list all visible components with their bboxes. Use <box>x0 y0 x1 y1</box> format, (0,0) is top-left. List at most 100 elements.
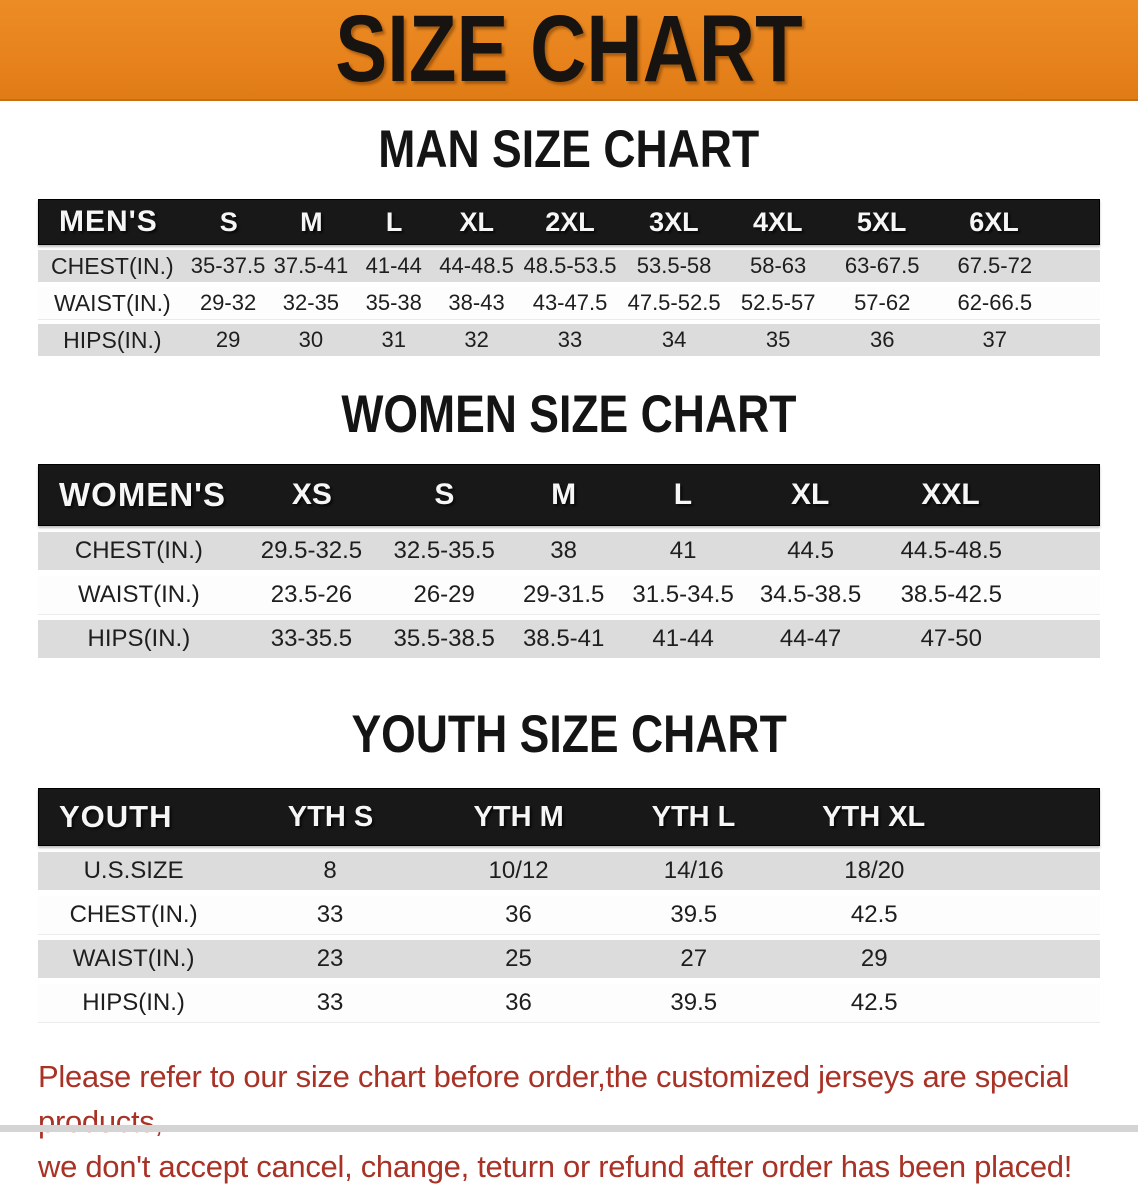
size-value-cell: 44-47 <box>779 625 842 652</box>
size-value-cell: 53.5-58 <box>636 253 712 278</box>
size-value-cell: 18/20 <box>844 857 905 884</box>
size-value-cell: 26-29 <box>413 581 475 608</box>
size-value-cell: 43-47.5 <box>532 290 608 315</box>
row-label: HIPS(IN.) <box>82 989 185 1016</box>
size-value-cell: 10/12 <box>488 857 549 884</box>
size-value-cell: 38 <box>550 537 577 564</box>
table-corner-label: YOUTH <box>59 799 173 834</box>
table-row: HIPS(IN.) 33-35.5 35.5-38.5 38.5-41 41-44 44-… <box>38 620 1100 658</box>
size-column-header: S <box>434 478 455 511</box>
women-size-table: WOMEN'S XS S M L XL XXL CHEST(IN.) 29.5-32.5 32.5… <box>38 464 1100 658</box>
size-value-cell: 23 <box>316 945 344 972</box>
size-value-cell: 31 <box>381 327 406 352</box>
size-value-cell: 32.5-35.5 <box>393 537 495 564</box>
size-column-header: XS <box>291 478 332 511</box>
size-value-cell: 25 <box>505 945 532 972</box>
table-header-row: MEN'S S M L XL 2XL 3XL 4XL 5XL 6XL <box>38 199 1100 245</box>
size-value-cell: 47-50 <box>920 625 982 652</box>
size-value-cell: 35 <box>765 327 791 352</box>
size-column-header: L <box>673 478 693 511</box>
size-column-header: 5XL <box>856 206 907 237</box>
size-value-cell: 58-63 <box>750 253 807 278</box>
row-label: HIPS(IN.) <box>63 326 162 353</box>
size-value-cell: 29.5-32.5 <box>260 537 363 564</box>
size-value-cell: 52.5-57 <box>740 290 816 315</box>
size-chart-banner: SIZE CHART <box>0 0 1138 101</box>
size-value-cell: 48.5-53.5 <box>523 253 617 278</box>
men-section-heading: MAN SIZE CHART <box>0 123 1138 177</box>
disclaimer-line-2: we don't accept cancel, change, teturn o… <box>38 1149 1073 1184</box>
size-value-cell: 44.5-48.5 <box>900 537 1002 564</box>
size-value-cell: 41-44 <box>652 625 714 652</box>
size-value-cell: 39.5 <box>670 901 718 928</box>
size-value-cell: 29-31.5 <box>522 581 605 608</box>
size-value-cell: 57-62 <box>854 290 911 315</box>
row-label: WAIST(IN.) <box>78 581 200 608</box>
size-value-cell: 38.5-41 <box>522 625 605 652</box>
size-value-cell: 37 <box>982 327 1007 352</box>
size-column-header: 2XL <box>545 206 595 237</box>
table-row: CHEST(IN.) 35-37.5 37.5-41 41-44 44-48.5 48.5… <box>38 250 1100 282</box>
row-label: WAIST(IN.) <box>53 289 171 316</box>
size-value-cell: 35.5-38.5 <box>393 625 495 652</box>
table-row: CHEST(IN.) 29.5-32.5 32.5-35.5 38 41 44.5 44.5… <box>38 532 1100 570</box>
size-column-header: M <box>300 206 323 237</box>
size-value-cell: 41 <box>669 537 697 564</box>
size-column-header: 6XL <box>969 206 1019 237</box>
size-value-cell: 31.5-34.5 <box>632 581 734 608</box>
size-column-header: 4XL <box>753 206 803 237</box>
size-value-cell: 23.5-26 <box>270 581 353 608</box>
size-column-header: XXL <box>921 478 980 511</box>
size-value-cell: 33-35.5 <box>270 625 353 652</box>
men-section-heading-text: MAN SIZE CHART <box>378 120 760 179</box>
size-value-cell: 34.5-38.5 <box>759 581 862 608</box>
table-row: WAIST(IN.) 23.5-26 26-29 29-31.5 31.5-34.5 34… <box>38 576 1100 614</box>
disclaimer-line-1: Please refer to our size chart before or… <box>38 1059 1070 1139</box>
size-column-header: YTH S <box>287 800 374 833</box>
table-row: CHEST(IN.) 33 36 39.5 42.5 <box>38 896 1100 934</box>
size-value-cell: 44-48.5 <box>439 253 514 278</box>
size-value-cell: 38.5-42.5 <box>900 581 1002 608</box>
size-value-cell: 35-38 <box>365 290 422 315</box>
size-value-cell: 42.5 <box>850 901 898 928</box>
table-corner-label: MEN'S <box>59 205 158 238</box>
table-header-row: WOMEN'S XS S M L XL XXL <box>38 464 1100 526</box>
size-value-cell: 33 <box>316 901 344 928</box>
size-value-cell: 33 <box>316 989 344 1016</box>
table-row: HIPS(IN.) 29 30 31 32 33 34 35 36 37 <box>38 324 1100 356</box>
table-row: U.S.SIZE 8 10/12 14/16 18/20 <box>38 852 1100 890</box>
size-value-cell: 38-43 <box>448 290 505 315</box>
youth-size-table: YOUTH YTH S YTH M YTH L YTH XL U.S.SIZE 8 10/12… <box>38 788 1100 1022</box>
size-column-header: XL <box>790 478 830 511</box>
size-value-cell: 34 <box>661 327 687 352</box>
disclaimer-text: Please refer to our size chart before or… <box>38 1054 1138 1189</box>
size-value-cell: 32 <box>464 327 489 352</box>
banner-title: SIZE CHART <box>335 0 803 102</box>
youth-section-heading: YOUTH SIZE CHART <box>0 708 1138 762</box>
youth-section-heading-text: YOUTH SIZE CHART <box>351 705 787 764</box>
size-column-header: L <box>385 206 403 237</box>
size-value-cell: 44.5 <box>787 537 834 564</box>
size-value-cell: 29-32 <box>199 290 257 315</box>
row-label: CHEST(IN.) <box>51 252 174 279</box>
table-row: HIPS(IN.) 33 36 39.5 42.5 <box>38 984 1100 1022</box>
row-label: U.S.SIZE <box>83 857 184 884</box>
size-value-cell: 36 <box>505 989 532 1016</box>
size-value-cell: 33 <box>557 327 583 352</box>
size-column-header: XL <box>459 206 494 237</box>
size-value-cell: 36 <box>505 901 532 928</box>
size-value-cell: 29 <box>860 945 888 972</box>
row-label: CHEST(IN.) <box>74 537 203 564</box>
table-row: WAIST(IN.) 23 25 27 29 <box>38 940 1100 978</box>
size-value-cell: 30 <box>298 327 324 352</box>
size-value-cell: 27 <box>680 945 708 972</box>
size-column-header: YTH XL <box>822 800 926 833</box>
size-column-header: YTH L <box>651 800 736 833</box>
row-label: CHEST(IN.) <box>69 901 198 928</box>
size-value-cell: 14/16 <box>663 857 724 884</box>
table-header-row: YOUTH YTH S YTH M YTH L YTH XL <box>38 788 1100 846</box>
table-corner-label: WOMEN'S <box>59 476 227 513</box>
size-value-cell: 39.5 <box>670 989 718 1016</box>
size-value-cell: 67.5-72 <box>957 253 1033 278</box>
size-value-cell: 36 <box>869 327 895 352</box>
